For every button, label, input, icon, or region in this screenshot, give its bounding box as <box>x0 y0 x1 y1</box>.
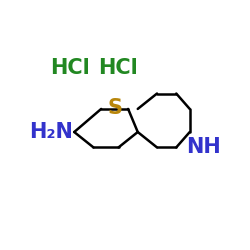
Text: NH: NH <box>186 138 220 158</box>
Text: HCl: HCl <box>98 58 138 78</box>
Text: S: S <box>107 98 122 118</box>
Text: HCl: HCl <box>50 58 90 78</box>
Text: H₂N: H₂N <box>29 122 73 142</box>
